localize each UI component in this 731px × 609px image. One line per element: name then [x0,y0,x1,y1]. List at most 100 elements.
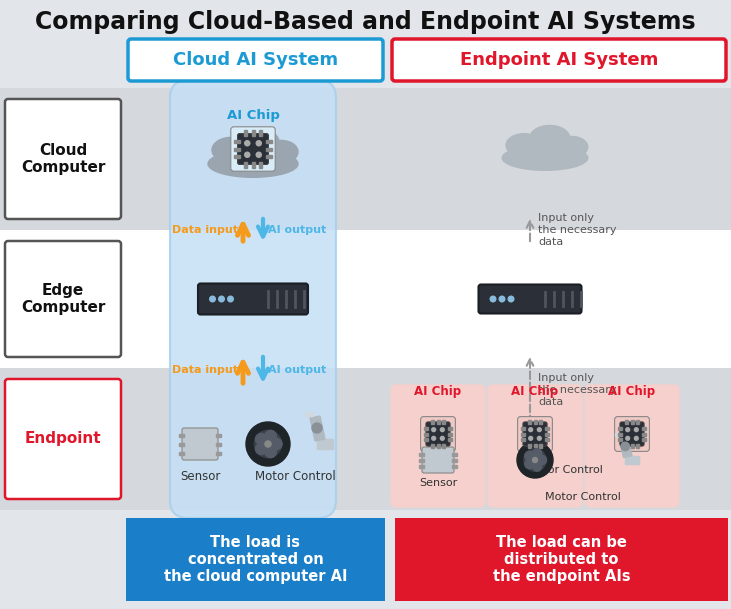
Ellipse shape [530,125,569,151]
Text: Sensor: Sensor [419,478,457,488]
Circle shape [245,141,250,146]
Bar [244,130,248,136]
Text: Motor Control: Motor Control [254,470,336,483]
Bar [529,444,531,448]
FancyBboxPatch shape [488,385,582,507]
Circle shape [256,443,267,455]
Bar [618,428,622,430]
Circle shape [265,446,276,458]
Circle shape [246,422,290,466]
Bar [266,141,272,144]
FancyBboxPatch shape [422,447,454,473]
Bar [126,518,385,601]
FancyBboxPatch shape [615,417,649,451]
Bar [642,432,646,435]
Text: Edge
Computer: Edge Computer [20,283,105,315]
Bar [259,130,262,136]
Circle shape [525,459,534,469]
Bar [448,438,452,441]
Bar [529,420,531,424]
Bar [452,459,457,462]
Bar [419,465,424,468]
Bar [452,452,457,456]
FancyBboxPatch shape [392,39,726,81]
Bar [539,420,542,424]
Bar [419,452,424,456]
Bar [618,432,622,435]
Circle shape [508,296,514,302]
Text: Input only
the necessary
data: Input only the necessary data [538,373,616,407]
FancyBboxPatch shape [5,241,121,357]
Bar [436,444,439,448]
Bar [618,438,622,441]
FancyBboxPatch shape [620,422,644,446]
FancyBboxPatch shape [426,422,450,446]
Bar [0,230,731,368]
Circle shape [254,431,281,457]
Bar [631,444,634,448]
Text: Motor Control: Motor Control [545,492,621,502]
FancyBboxPatch shape [420,417,455,451]
Text: Data input: Data input [172,225,238,235]
Text: Endpoint: Endpoint [25,432,102,446]
Circle shape [626,437,629,440]
Circle shape [256,434,267,445]
Circle shape [529,428,533,432]
FancyBboxPatch shape [391,385,485,507]
Bar [266,147,272,150]
FancyBboxPatch shape [523,422,547,446]
FancyBboxPatch shape [170,80,336,518]
Bar [636,420,639,424]
FancyBboxPatch shape [198,284,308,314]
Circle shape [210,296,216,302]
Circle shape [621,442,629,451]
Text: Motor Control: Motor Control [527,465,603,475]
Text: Cloud AI System: Cloud AI System [173,51,338,69]
Bar [636,444,639,448]
Bar [642,438,646,441]
Bar [520,428,525,430]
FancyBboxPatch shape [518,417,553,451]
Bar [545,428,550,430]
Polygon shape [619,436,632,457]
Bar [179,434,184,437]
Text: AI Chip: AI Chip [414,385,461,398]
Text: Input only
the necessary
data: Input only the necessary data [538,213,616,247]
FancyBboxPatch shape [5,379,121,499]
Circle shape [517,442,553,478]
Bar [0,88,731,230]
Bar [631,420,634,424]
Text: AI Chip: AI Chip [512,385,558,398]
Bar [545,432,550,435]
Bar [251,163,254,168]
Bar [431,444,434,448]
Bar [448,428,452,430]
Bar [625,456,639,464]
Bar [545,438,550,441]
Bar [520,438,525,441]
FancyBboxPatch shape [182,428,218,460]
Bar [642,428,646,430]
Bar [539,444,542,448]
Bar [520,432,525,435]
Bar [615,433,622,436]
Bar [259,163,262,168]
Circle shape [312,423,322,433]
Bar [442,420,444,424]
Circle shape [227,296,233,302]
Bar [448,432,452,435]
Ellipse shape [556,136,588,157]
Circle shape [432,428,436,432]
Bar [431,420,434,424]
Bar [0,368,731,510]
Circle shape [537,456,547,465]
Bar [452,465,457,468]
Circle shape [265,431,276,442]
Bar [0,510,731,609]
Text: Cloud
Computer: Cloud Computer [20,143,105,175]
FancyBboxPatch shape [5,99,121,219]
Text: Comparing Cloud-Based and Endpoint AI Systems: Comparing Cloud-Based and Endpoint AI Sy… [34,10,695,34]
Text: Sensor: Sensor [180,470,220,483]
Circle shape [491,296,496,302]
FancyBboxPatch shape [238,133,268,164]
